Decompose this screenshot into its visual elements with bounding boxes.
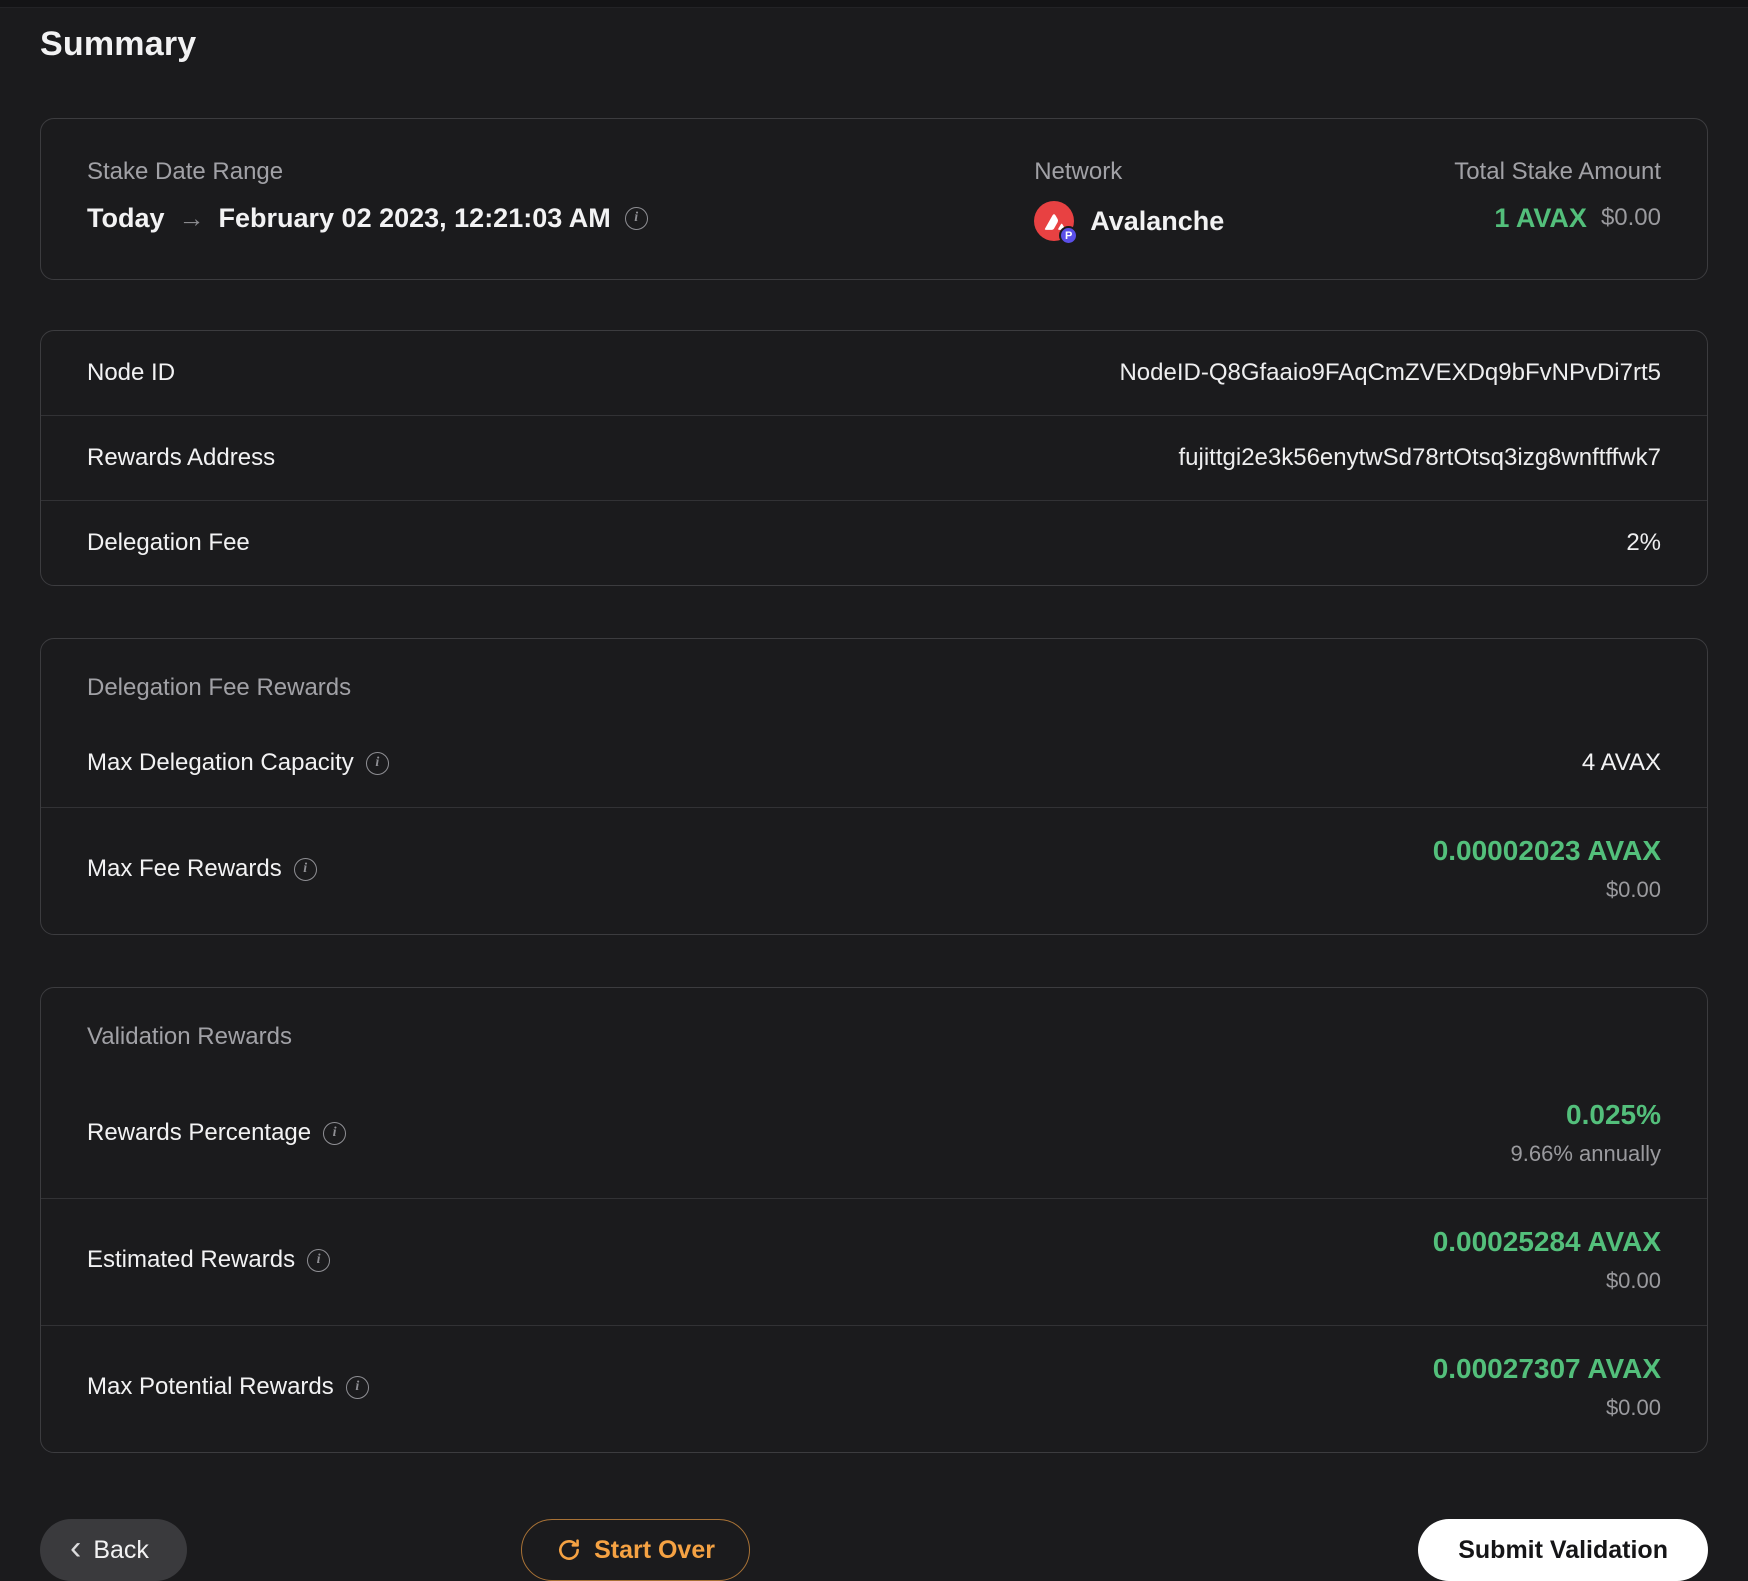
max-potential-rewards-value: 0.00027307 AVAX [1432, 1353, 1661, 1384]
estimated-rewards-value: 0.00025284 AVAX [1432, 1226, 1661, 1257]
max-delegation-capacity-value: 4 AVAX [1581, 749, 1661, 776]
rewards-percentage-row: Rewards Percentage i 0.025% 9.66% annual… [41, 1072, 1707, 1198]
estimated-rewards-usd: $0.00 [1605, 1268, 1661, 1293]
info-icon[interactable]: i [323, 1121, 347, 1145]
delegation-fee-label: Delegation Fee [87, 529, 250, 556]
details-table-card: Node ID NodeID-Q8Gfaaio9FAqCmZVEXDq9bFvN… [40, 330, 1708, 586]
top-edge [0, 0, 1748, 8]
stake-date-range-value: Today → February 02 2023, 12:21:03 AM i [87, 201, 1034, 235]
submit-validation-label: Submit Validation [1458, 1535, 1668, 1564]
back-button[interactable]: ‹ Back [40, 1519, 187, 1581]
delegation-fee-rewards-card: Delegation Fee Rewards Max Delegation Ca… [40, 638, 1708, 935]
max-fee-rewards-label: Max Fee Rewards [87, 855, 282, 882]
estimated-rewards-row: Estimated Rewards i 0.00025284 AVAX $0.0… [41, 1198, 1707, 1325]
table-row: Rewards Address fujittgi2e3k56enytwSd78r… [41, 415, 1707, 500]
stake-date-range: Stake Date Range Today → February 02 202… [87, 157, 1034, 235]
back-button-label: Back [93, 1535, 149, 1564]
start-over-button[interactable]: Start Over [521, 1519, 750, 1581]
submit-validation-button[interactable]: Submit Validation [1418, 1519, 1708, 1581]
total-stake-field: Total Stake Amount 1 AVAX $0.00 [1454, 157, 1661, 235]
max-potential-rewards-label: Max Potential Rewards [87, 1373, 334, 1400]
network-name: Avalanche [1090, 206, 1225, 236]
table-row: Delegation Fee 2% [41, 500, 1707, 585]
summary-page: Summary Stake Date Range Today → Februar… [0, 8, 1748, 1581]
stake-date-from: Today [87, 203, 165, 233]
p-chain-badge: P [1059, 226, 1079, 245]
info-icon[interactable]: i [307, 1248, 331, 1272]
stake-date-to: February 02 2023, 12:21:03 AM [218, 203, 611, 233]
info-icon[interactable]: i [365, 751, 389, 775]
network-value: P Avalanche [1034, 201, 1454, 245]
max-fee-rewards-row: Max Fee Rewards i 0.00002023 AVAX $0.00 [41, 807, 1707, 934]
total-stake-label: Total Stake Amount [1454, 158, 1661, 185]
chevron-left-icon: ‹ [70, 1529, 82, 1567]
info-icon[interactable]: i [293, 857, 317, 881]
delegation-fee-value: 2% [1626, 529, 1661, 556]
stake-date-range-label: Stake Date Range [87, 158, 284, 185]
arrow-right-icon: → [178, 203, 205, 233]
page-title: Summary [40, 25, 197, 63]
rewards-percentage-value: 0.025% [1566, 1099, 1661, 1130]
max-delegation-capacity-label: Max Delegation Capacity [87, 749, 354, 776]
info-icon[interactable]: i [345, 1375, 369, 1399]
max-potential-rewards-usd: $0.00 [1605, 1395, 1661, 1420]
max-delegation-capacity-row: Max Delegation Capacity i 4 AVAX [41, 723, 1707, 807]
table-row: Node ID NodeID-Q8Gfaaio9FAqCmZVEXDq9bFvN… [41, 331, 1707, 415]
node-id-value: NodeID-Q8Gfaaio9FAqCmZVEXDq9bFvNPvDi7rt5 [1119, 359, 1661, 386]
total-stake-usd: $0.00 [1600, 204, 1661, 231]
validation-rewards-card: Validation Rewards Rewards Percentage i … [40, 987, 1708, 1453]
rewards-address-value: fujittgi2e3k56enytwSd78rtOtsq3izg8wnftff… [1178, 444, 1662, 471]
node-id-label: Node ID [87, 359, 176, 386]
max-fee-rewards-usd: $0.00 [1605, 877, 1661, 902]
start-over-button-label: Start Over [594, 1535, 715, 1564]
network-field: Network P Avalanche [1034, 157, 1454, 245]
max-fee-rewards-value: 0.00002023 AVAX [1432, 835, 1661, 866]
avalanche-logo-icon: P [1034, 201, 1079, 245]
refresh-icon [559, 1539, 580, 1560]
network-label: Network [1034, 158, 1123, 185]
rewards-percentage-label: Rewards Percentage [87, 1119, 312, 1146]
estimated-rewards-label: Estimated Rewards [87, 1246, 296, 1273]
delegation-fee-rewards-title: Delegation Fee Rewards [87, 674, 352, 701]
footer-actions: ‹ Back Start Over Submit Validation [40, 1519, 1708, 1581]
total-stake-amount: 1 AVAX [1494, 203, 1587, 233]
info-icon[interactable]: i [624, 206, 648, 230]
rewards-percentage-annual: 9.66% annually [1510, 1141, 1661, 1166]
validation-rewards-title: Validation Rewards [87, 1023, 292, 1050]
max-potential-rewards-row: Max Potential Rewards i 0.00027307 AVAX … [41, 1325, 1707, 1452]
stake-summary-card: Stake Date Range Today → February 02 202… [40, 118, 1708, 280]
total-stake-value: 1 AVAX $0.00 [1454, 201, 1661, 235]
rewards-address-label: Rewards Address [87, 444, 276, 471]
